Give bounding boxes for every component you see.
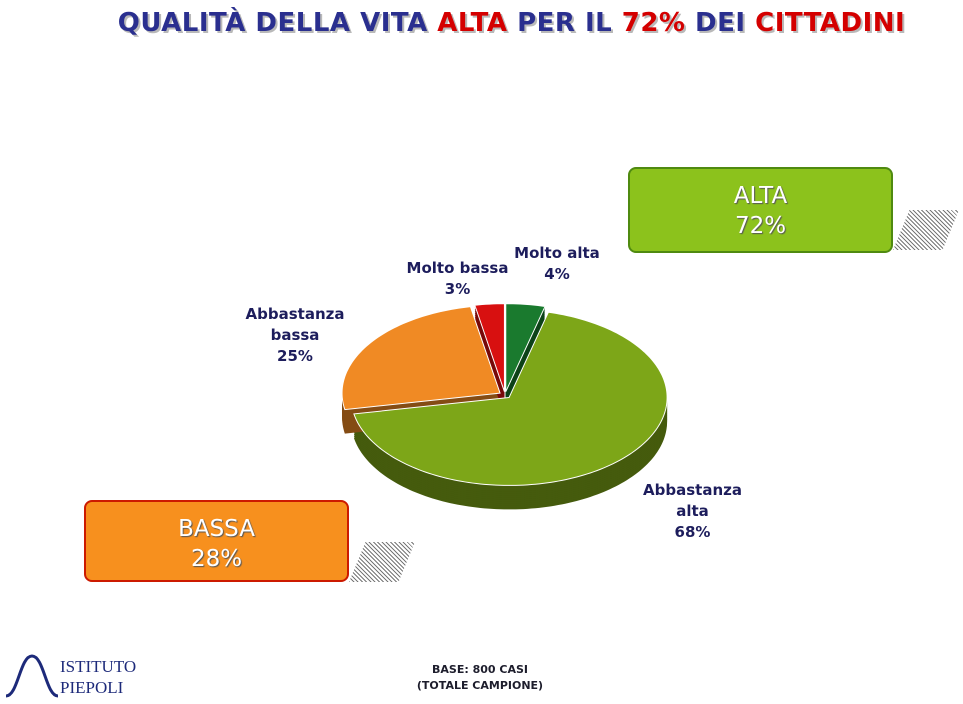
title-part: ALTA xyxy=(437,8,508,38)
value-label: 68% xyxy=(674,523,711,541)
logo: ISTITUTO PIEPOLI xyxy=(60,656,136,698)
data-label: Molto bassa 3% xyxy=(400,258,515,300)
logo-line: ISTITUTO xyxy=(60,657,137,676)
logo-line: PIEPOLI xyxy=(60,678,124,697)
slice xyxy=(505,303,546,392)
logo-icon xyxy=(5,654,59,698)
category-label: Molto alta xyxy=(514,244,600,262)
data-label: Abbastanza bassa 25% xyxy=(240,304,350,367)
footnote-line: (TOTALE CAMPIONE) xyxy=(416,679,544,692)
value-label: 25% xyxy=(277,347,313,365)
slice xyxy=(474,303,505,392)
title-part: QUALITÀ DELLA VITA xyxy=(117,8,438,38)
title-part: PER IL xyxy=(507,8,622,38)
title-part: DEI xyxy=(685,8,756,38)
footnote-line: BASE: 800 CASI xyxy=(432,663,528,676)
data-label: Abbastanza alta 68% xyxy=(640,480,745,543)
footnote: BASE: 800 CASI (TOTALE CAMPIONE) xyxy=(380,662,580,694)
summary-value: 28% xyxy=(190,546,243,572)
slice xyxy=(341,306,501,411)
data-label: Molto alta 4% xyxy=(507,243,607,285)
summary-label: ALTA xyxy=(733,183,788,209)
summary-value: 72% xyxy=(734,213,787,239)
category-label: Molto bassa xyxy=(406,259,509,277)
chart-title: QUALITÀ DELLA VITA ALTA PER IL 72% DEI C… xyxy=(0,8,963,38)
value-label: 3% xyxy=(444,280,471,298)
category-label: Abbastanza alta xyxy=(643,481,742,520)
title-part: CITTADINI xyxy=(755,8,906,38)
category-label: Abbastanza bassa xyxy=(245,305,345,344)
slice xyxy=(353,311,668,486)
summary-box: BASSA 28% xyxy=(84,500,349,582)
summary-box: ALTA 72% xyxy=(628,167,893,253)
value-label: 4% xyxy=(544,265,570,283)
title-part: 72% xyxy=(621,8,686,38)
logo-curve xyxy=(5,654,59,698)
summary-label: BASSA xyxy=(178,516,255,542)
